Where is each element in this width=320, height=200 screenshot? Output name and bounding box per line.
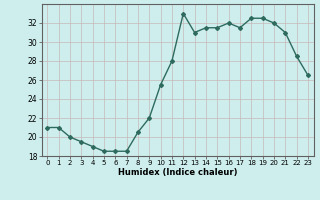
X-axis label: Humidex (Indice chaleur): Humidex (Indice chaleur)	[118, 168, 237, 177]
